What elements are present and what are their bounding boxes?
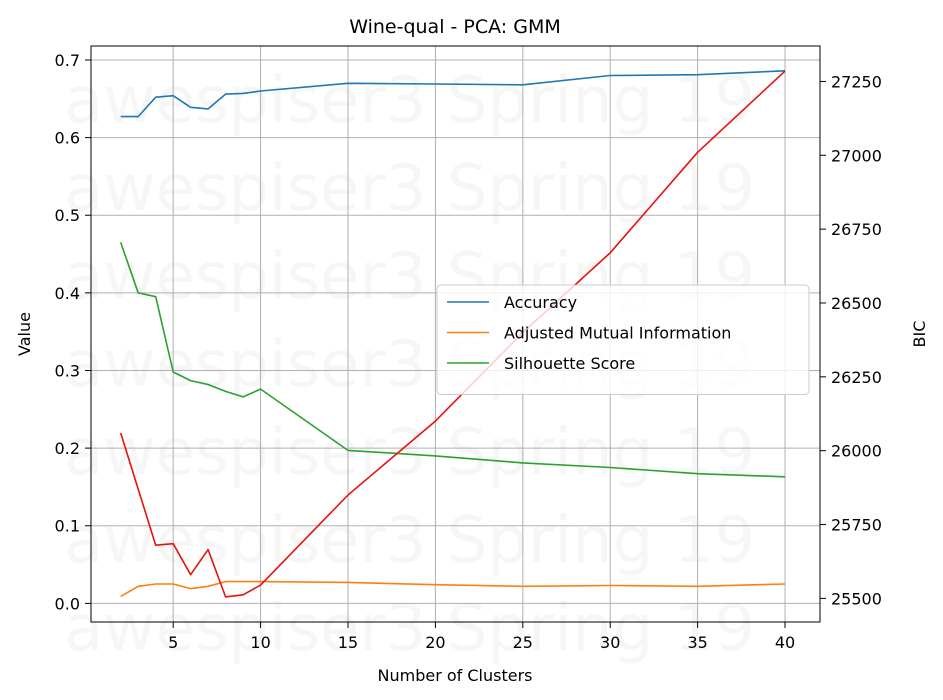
y-tick-label: 0.6 — [55, 129, 80, 148]
y-axis-right: 25500 25750 26000 26250 26500 26750 27000 27250 — [820, 72, 882, 608]
series-line-adjusted-mutual-information — [120, 580, 786, 598]
chart-title: Wine-qual - PCA: GMM — [349, 16, 561, 38]
series-line-silhouette-score — [119, 242, 786, 478]
y2-tick-label: 26000 — [831, 442, 882, 461]
y2-tick-label: 26750 — [831, 220, 882, 239]
y2-tick-label: 26500 — [831, 294, 882, 313]
x-tick-label: 10 — [250, 633, 270, 652]
y-tick-label: 0.0 — [55, 594, 80, 613]
y2-tick-label: 26250 — [831, 368, 882, 387]
y2-tick-label: 25750 — [831, 516, 882, 535]
x-tick-label: 35 — [687, 633, 707, 652]
legend-entry: Silhouette Score — [504, 354, 635, 373]
x-tick-label: 30 — [600, 633, 620, 652]
series-line-bic — [119, 70, 786, 598]
y2-tick-label: 27250 — [831, 72, 882, 91]
plot-frame — [90, 45, 821, 623]
x-tick-label: 20 — [425, 633, 445, 652]
y-tick-label: 0.5 — [55, 206, 80, 225]
x-tick-label: 40 — [775, 633, 795, 652]
x-axis: 5 10 15 20 25 30 35 40 — [168, 622, 795, 652]
y2-tick-label: 25500 — [831, 589, 882, 608]
y-tick-label: 0.4 — [55, 284, 80, 303]
y-tick-label: 0.3 — [55, 361, 80, 380]
y-tick-label: 0.1 — [55, 517, 80, 536]
series-lines — [119, 70, 786, 598]
grid — [91, 46, 820, 622]
legend: Accuracy Adjusted Mutual Information Silho… — [436, 284, 810, 395]
x-tick-label: 5 — [168, 633, 178, 652]
watermark-line: awespiser3 Spring 19 — [64, 416, 755, 490]
x-tick-label: 15 — [338, 633, 358, 652]
y-axis-label: Value — [15, 312, 34, 356]
series-line-accuracy — [120, 70, 786, 118]
watermark-line: awespiser3 Spring 19 — [64, 504, 755, 578]
legend-entry: Accuracy — [504, 293, 577, 312]
y-tick-label: 0.7 — [55, 51, 80, 70]
y2-tick-label: 27000 — [831, 146, 882, 165]
legend-entry: Adjusted Mutual Information — [504, 324, 731, 343]
y-tick-label: 0.2 — [55, 439, 80, 458]
legend-box — [436, 284, 810, 395]
x-tick-label: 25 — [513, 633, 533, 652]
y-axis-left: 0.0 0.1 0.2 0.3 0.4 0.5 0.6 0.7 — [55, 51, 91, 613]
x-axis-label: Number of Clusters — [378, 666, 533, 685]
y2-axis-label: BIC — [910, 321, 929, 348]
